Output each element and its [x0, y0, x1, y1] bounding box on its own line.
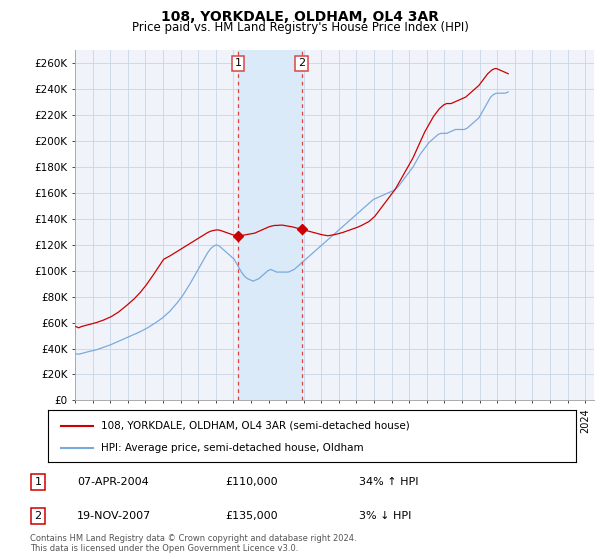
Text: 19-NOV-2007: 19-NOV-2007	[77, 511, 151, 521]
Text: 3% ↓ HPI: 3% ↓ HPI	[359, 511, 411, 521]
Text: £135,000: £135,000	[225, 511, 278, 521]
Text: Contains HM Land Registry data © Crown copyright and database right 2024.
This d: Contains HM Land Registry data © Crown c…	[30, 534, 356, 553]
Text: 34% ↑ HPI: 34% ↑ HPI	[359, 477, 418, 487]
Text: 2: 2	[34, 511, 41, 521]
Text: £110,000: £110,000	[225, 477, 278, 487]
Text: 108, YORKDALE, OLDHAM, OL4 3AR: 108, YORKDALE, OLDHAM, OL4 3AR	[161, 10, 439, 24]
Bar	[238, 50, 302, 400]
Text: Price paid vs. HM Land Registry's House Price Index (HPI): Price paid vs. HM Land Registry's House …	[131, 21, 469, 34]
Text: 1: 1	[235, 58, 242, 68]
Text: 1: 1	[34, 477, 41, 487]
Text: 07-APR-2004: 07-APR-2004	[77, 477, 149, 487]
Text: 2: 2	[298, 58, 305, 68]
Text: HPI: Average price, semi-detached house, Oldham: HPI: Average price, semi-detached house,…	[101, 442, 364, 452]
Text: 108, YORKDALE, OLDHAM, OL4 3AR (semi-detached house): 108, YORKDALE, OLDHAM, OL4 3AR (semi-det…	[101, 421, 410, 431]
